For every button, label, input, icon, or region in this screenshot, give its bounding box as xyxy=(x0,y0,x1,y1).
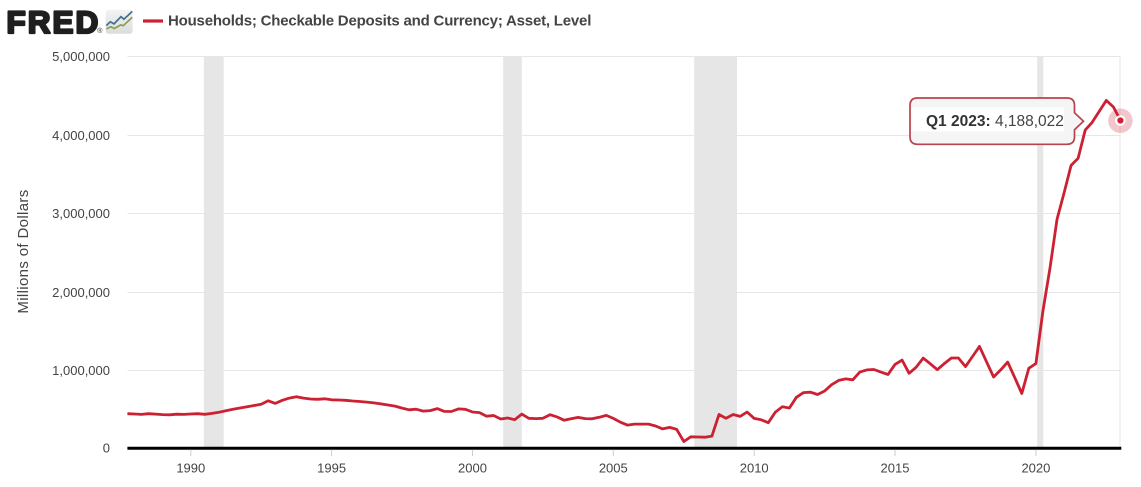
svg-text:Q1 2023: 4,188,022: Q1 2023: 4,188,022 xyxy=(926,113,1064,130)
svg-text:1990: 1990 xyxy=(176,461,205,476)
svg-text:2,000,000: 2,000,000 xyxy=(52,285,110,300)
svg-text:2010: 2010 xyxy=(740,461,769,476)
svg-text:2000: 2000 xyxy=(458,461,487,476)
svg-text:4,000,000: 4,000,000 xyxy=(52,128,110,143)
svg-text:3,000,000: 3,000,000 xyxy=(52,206,110,221)
svg-text:Households; Checkable Deposits: Households; Checkable Deposits and Curre… xyxy=(168,13,591,30)
svg-text:2005: 2005 xyxy=(599,461,628,476)
svg-text:2015: 2015 xyxy=(881,461,910,476)
svg-text:0: 0 xyxy=(103,441,110,456)
svg-text:1995: 1995 xyxy=(317,461,346,476)
svg-text:FRED: FRED xyxy=(7,4,101,40)
svg-text:Millions of Dollars: Millions of Dollars xyxy=(15,189,32,313)
svg-text:2020: 2020 xyxy=(1021,461,1050,476)
svg-text:1,000,000: 1,000,000 xyxy=(52,363,110,378)
svg-text:5,000,000: 5,000,000 xyxy=(52,49,110,64)
svg-text:®: ® xyxy=(97,27,103,35)
